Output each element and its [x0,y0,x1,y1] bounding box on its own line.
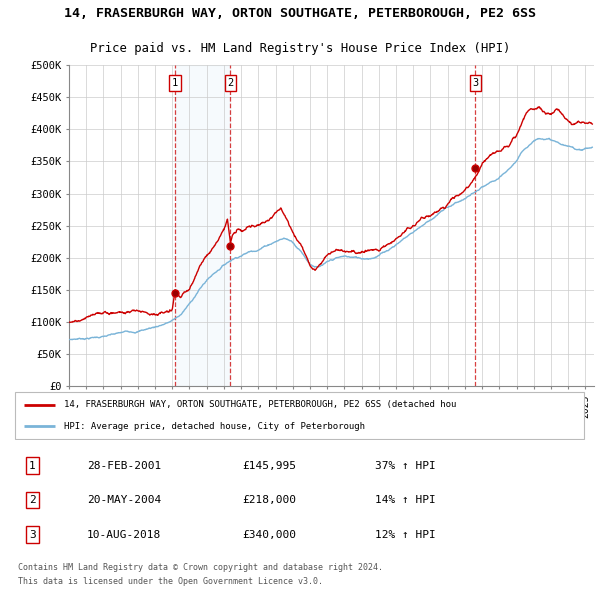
FancyBboxPatch shape [15,392,584,438]
Text: 2: 2 [29,495,35,505]
Text: 28-FEB-2001: 28-FEB-2001 [87,461,161,470]
Text: 1: 1 [172,78,178,88]
Text: 2: 2 [227,78,233,88]
Text: 12% ↑ HPI: 12% ↑ HPI [375,530,436,539]
Text: 37% ↑ HPI: 37% ↑ HPI [375,461,436,470]
Text: This data is licensed under the Open Government Licence v3.0.: This data is licensed under the Open Gov… [18,578,323,586]
Bar [175,65,230,386]
Text: £145,995: £145,995 [242,461,296,470]
Text: Contains HM Land Registry data © Crown copyright and database right 2024.: Contains HM Land Registry data © Crown c… [18,563,383,572]
Text: 3: 3 [29,530,35,539]
Text: 14% ↑ HPI: 14% ↑ HPI [375,495,436,505]
Text: 3: 3 [472,78,479,88]
Text: 14, FRASERBURGH WAY, ORTON SOUTHGATE, PETERBOROUGH, PE2 6SS (detached hou: 14, FRASERBURGH WAY, ORTON SOUTHGATE, PE… [64,400,456,409]
Text: Price paid vs. HM Land Registry's House Price Index (HPI): Price paid vs. HM Land Registry's House … [90,42,510,55]
Text: 1: 1 [29,461,35,470]
Text: £218,000: £218,000 [242,495,296,505]
Text: 14, FRASERBURGH WAY, ORTON SOUTHGATE, PETERBOROUGH, PE2 6SS: 14, FRASERBURGH WAY, ORTON SOUTHGATE, PE… [64,7,536,20]
Text: HPI: Average price, detached house, City of Peterborough: HPI: Average price, detached house, City… [64,422,365,431]
Text: 20-MAY-2004: 20-MAY-2004 [87,495,161,505]
Text: £340,000: £340,000 [242,530,296,539]
Text: 10-AUG-2018: 10-AUG-2018 [87,530,161,539]
